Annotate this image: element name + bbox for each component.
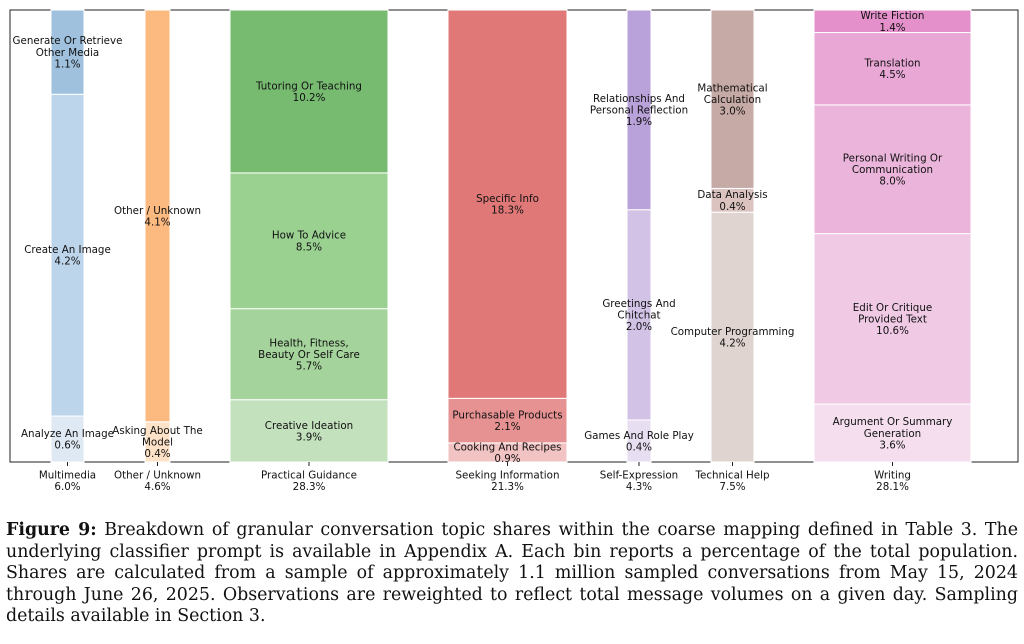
figure-label: Figure 9: [6,520,97,540]
group-seeking-information: Cooking And Recipes 0.9% Purchasable Produ… [447,9,568,493]
x-tick-label: Practical Guidance 28.3% [261,469,357,493]
group-writing: Argument Or Summary Generation 3.6% Edit Or… [813,9,972,493]
segment-label: Edit Or Critique Provided Text 10.6% [853,302,932,337]
bar-segment [813,32,972,106]
segment-label: Tutoring Or Teaching 10.2% [255,80,362,104]
segment-label: Asking About The Model 0.4% [112,425,202,460]
segment-label: Greetings And Chitchat 2.0% [602,298,675,333]
segment-label: Mathematical Calculation 3.0% [697,82,767,117]
bar-segment [50,9,85,95]
bar-segment [626,9,652,211]
segment-label: Purchasable Products 2.1% [452,410,562,434]
segment-label: Health, Fitness, Beauty Or Self Care 5.7% [258,337,360,372]
marimekko-chart: Analyze An Image 0.6% Create An Image 4.2% G… [9,9,1019,493]
x-tick-label: Technical Help 7.5% [694,469,769,493]
segment-label: Generate Or Retrieve Other Media 1.1% [13,35,123,70]
segment-label: Argument Or Summary Generation 3.6% [833,416,953,451]
bar-segment [144,9,171,423]
x-tick-label: Other / Unknown 4.6% [114,469,201,493]
group-multimedia: Analyze An Image 0.6% Create An Image 4.2% G… [13,9,123,493]
bar-segment [626,209,652,421]
bar-segment [813,9,972,34]
segment-label: Computer Programming 4.2% [671,326,795,350]
group-technical-help: Computer Programming 4.2% Data Analysis 0.4… [671,9,795,493]
bar-segment [50,93,85,417]
segment-label: Write Fiction 1.4% [861,10,925,34]
bar-segment [447,9,568,399]
group-self-expression: Games And Role Play 0.4% Greetings And Chit… [584,9,694,493]
x-tick-label: Seeking Information 21.3% [456,469,560,493]
caption-text: Breakdown of granular conversation topic… [6,520,1018,626]
segment-label: Games And Role Play 0.4% [584,430,694,454]
bar-segment [710,9,755,189]
segment-label: Creative Ideation 3.9% [265,420,353,444]
segment-label: Specific Info 18.3% [476,193,539,217]
bar-segment [229,9,389,174]
bar-segment [229,172,389,310]
bar-segment [229,308,389,401]
figure-caption: Figure 9: Breakdown of granular conversa… [6,520,1018,628]
segment-label: How To Advice 8.5% [272,230,346,254]
segment-label: Cooking And Recipes 0.9% [453,441,561,465]
segment-label: Relationships And Personal Reflection 1.9% [590,93,688,128]
segment-label: Analyze An Image 0.6% [21,428,114,452]
bar-segment [813,233,972,405]
x-tick-label: Multimedia 6.0% [39,469,96,493]
bar-segment [447,397,568,444]
x-tick-label: Writing 28.1% [874,469,911,493]
segment-label: Personal Writing Or Communication 8.0% [843,152,943,187]
segment-label: Translation 4.5% [863,58,920,82]
group-practical-guidance: Creative Ideation 3.9% Health, Fitness, Bea… [229,9,389,493]
x-tick-label: Self-Expression 4.3% [600,469,678,493]
segment-label: Create An Image 4.2% [24,244,111,268]
bar-segment [813,104,972,235]
bar-segment [710,211,755,463]
group-other-unknown: Asking About The Model 0.4% Other / Unknown… [112,9,203,493]
bar-segment [626,419,652,463]
segment-label: Data Analysis 0.4% [697,189,767,213]
bar-segment [144,421,171,463]
segment-label: Other / Unknown 4.1% [114,205,201,229]
